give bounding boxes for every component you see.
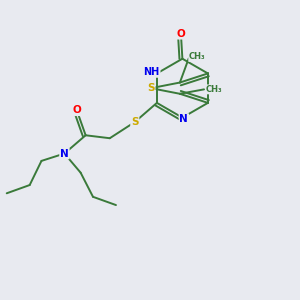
Text: S: S: [147, 83, 155, 93]
Text: N: N: [179, 114, 188, 124]
Text: CH₃: CH₃: [206, 85, 222, 94]
Text: N: N: [60, 148, 69, 158]
Text: O: O: [176, 29, 185, 39]
Text: O: O: [72, 105, 81, 115]
Text: NH: NH: [143, 67, 160, 77]
Text: S: S: [131, 117, 139, 127]
Text: CH₃: CH₃: [189, 52, 205, 62]
